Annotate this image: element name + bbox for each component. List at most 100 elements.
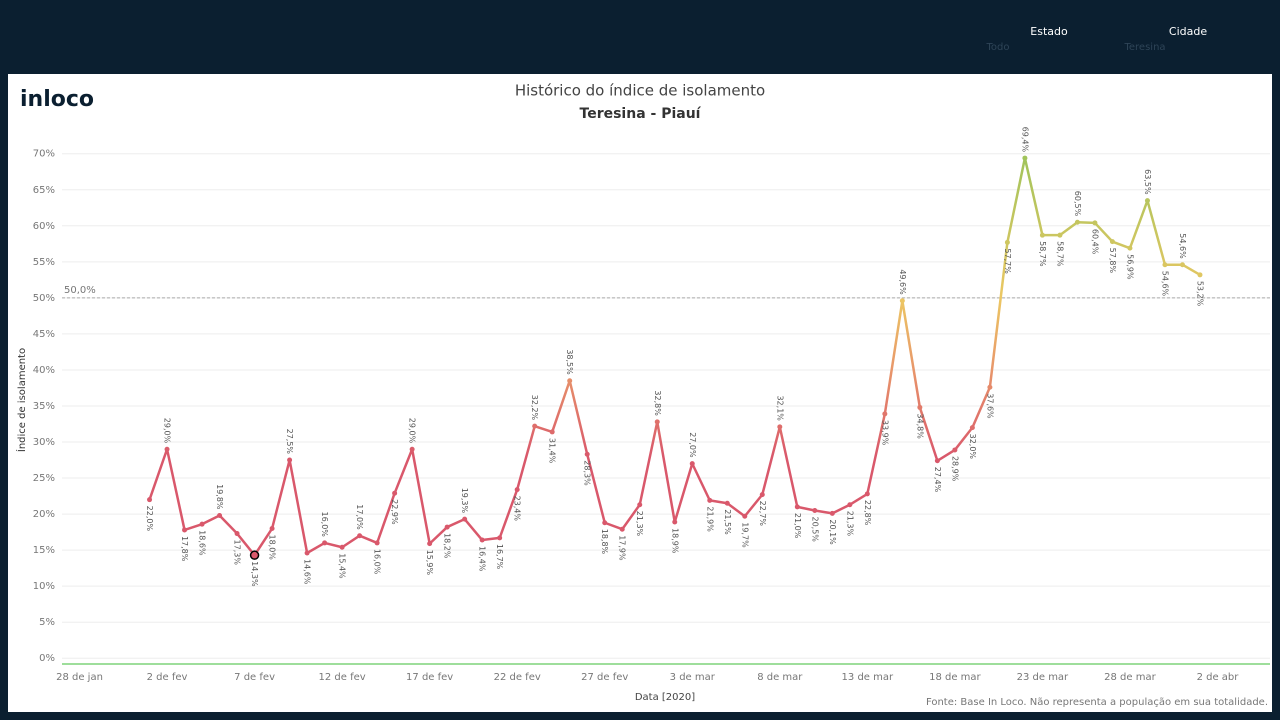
point xyxy=(234,531,240,537)
x-tick-label: 12 de fev xyxy=(319,672,366,683)
point xyxy=(724,500,730,506)
x-tick-label: 2 de abr xyxy=(1197,672,1240,683)
filter-label: Estado xyxy=(1030,25,1068,38)
point xyxy=(1039,232,1045,238)
point xyxy=(847,502,853,508)
point xyxy=(707,497,713,503)
data-label: 18,6% xyxy=(198,530,207,556)
data-label: 63,5% xyxy=(1143,169,1152,195)
data-label: 17,3% xyxy=(233,540,242,566)
x-tick-label: 23 de mar xyxy=(1017,672,1069,683)
data-label: 22,8% xyxy=(863,500,872,526)
point xyxy=(1074,219,1080,225)
point xyxy=(1092,220,1098,226)
point xyxy=(497,535,503,541)
point xyxy=(917,404,923,410)
data-label: 60,5% xyxy=(1073,191,1082,217)
data-label: 20,5% xyxy=(810,516,819,542)
point xyxy=(987,384,993,390)
data-label: 19,8% xyxy=(215,484,224,510)
canvas xyxy=(8,74,1272,712)
y-tick-label: 60% xyxy=(33,221,55,232)
data-label: 21,0% xyxy=(793,513,802,539)
x-axis-label: Data [2020] xyxy=(635,692,695,703)
point xyxy=(322,540,328,546)
data-label: 29,0% xyxy=(163,418,172,444)
point xyxy=(742,513,748,519)
data-label: 18,2% xyxy=(443,533,452,559)
data-label: 69,4% xyxy=(1020,127,1029,153)
data-label: 32,2% xyxy=(530,395,539,421)
x-tick-label: 13 de mar xyxy=(842,672,894,683)
x-tick-label: 27 de fev xyxy=(581,672,628,683)
data-label: 16,0% xyxy=(320,511,329,537)
filter-label: Cidade xyxy=(1169,25,1207,38)
point xyxy=(1127,245,1133,251)
point xyxy=(1109,239,1115,245)
y-tick-label: 45% xyxy=(33,329,55,340)
data-label: 17,9% xyxy=(618,535,627,561)
data-label: 16,4% xyxy=(478,546,487,572)
data-label: 16,7% xyxy=(495,544,504,570)
data-label: 57,7% xyxy=(1003,248,1012,274)
point xyxy=(427,541,433,547)
point xyxy=(1022,155,1028,161)
data-label: 21,3% xyxy=(845,511,854,537)
x-tick-label: 28 de mar xyxy=(1104,672,1156,683)
data-label: 14,3% xyxy=(250,561,259,587)
data-label: 20,1% xyxy=(828,519,837,545)
point xyxy=(777,424,783,430)
selected-point xyxy=(249,550,260,560)
y-tick-label: 10% xyxy=(33,581,55,592)
data-label: 18,0% xyxy=(268,535,277,561)
data-label: 54,6% xyxy=(1160,271,1169,297)
data-label: 27,5% xyxy=(285,429,294,455)
data-label: 16,0% xyxy=(373,549,382,575)
point xyxy=(339,544,345,550)
y-tick-label: 30% xyxy=(33,437,55,448)
point xyxy=(759,492,765,498)
y-axis-label: Índice de isolamento xyxy=(15,348,28,452)
chart-subtitle: Teresina - Piauí xyxy=(580,106,702,122)
y-tick-label: 40% xyxy=(33,365,55,376)
point xyxy=(444,524,450,530)
data-label: 14,6% xyxy=(303,559,312,585)
point xyxy=(934,458,940,464)
filter-value[interactable]: Teresina xyxy=(1123,42,1165,53)
data-label: 21,3% xyxy=(635,511,644,537)
data-label: 32,1% xyxy=(775,395,784,421)
point xyxy=(374,540,380,546)
data-label: 17,0% xyxy=(355,504,364,530)
y-tick-label: 70% xyxy=(33,149,55,160)
data-label: 58,7% xyxy=(1055,241,1064,267)
data-label: 53,2% xyxy=(1195,281,1204,307)
point xyxy=(969,425,975,431)
point xyxy=(462,516,468,522)
data-label: 21,9% xyxy=(705,506,714,532)
data-label: 31,4% xyxy=(548,438,557,464)
data-label: 33,9% xyxy=(880,420,889,446)
point xyxy=(882,411,888,417)
point xyxy=(794,504,800,510)
data-label: 54,6% xyxy=(1178,233,1187,259)
data-label: 17,8% xyxy=(180,536,189,562)
data-label: 22,0% xyxy=(145,506,154,532)
data-label: 19,7% xyxy=(740,522,749,548)
point xyxy=(602,520,608,526)
point xyxy=(829,510,835,516)
y-tick-label: 25% xyxy=(33,473,55,484)
x-tick-label: 2 de fev xyxy=(147,672,188,683)
point xyxy=(864,491,870,497)
data-label: 57,8% xyxy=(1108,248,1117,274)
filter-value[interactable]: Todo xyxy=(986,42,1010,53)
y-tick-label: 65% xyxy=(33,185,55,196)
point xyxy=(392,490,398,496)
data-label: 37,6% xyxy=(985,393,994,419)
point xyxy=(1197,272,1203,278)
data-label: 23,4% xyxy=(513,496,522,522)
data-label: 38,5% xyxy=(565,349,574,375)
data-label: 60,4% xyxy=(1090,229,1099,255)
point xyxy=(479,537,485,543)
